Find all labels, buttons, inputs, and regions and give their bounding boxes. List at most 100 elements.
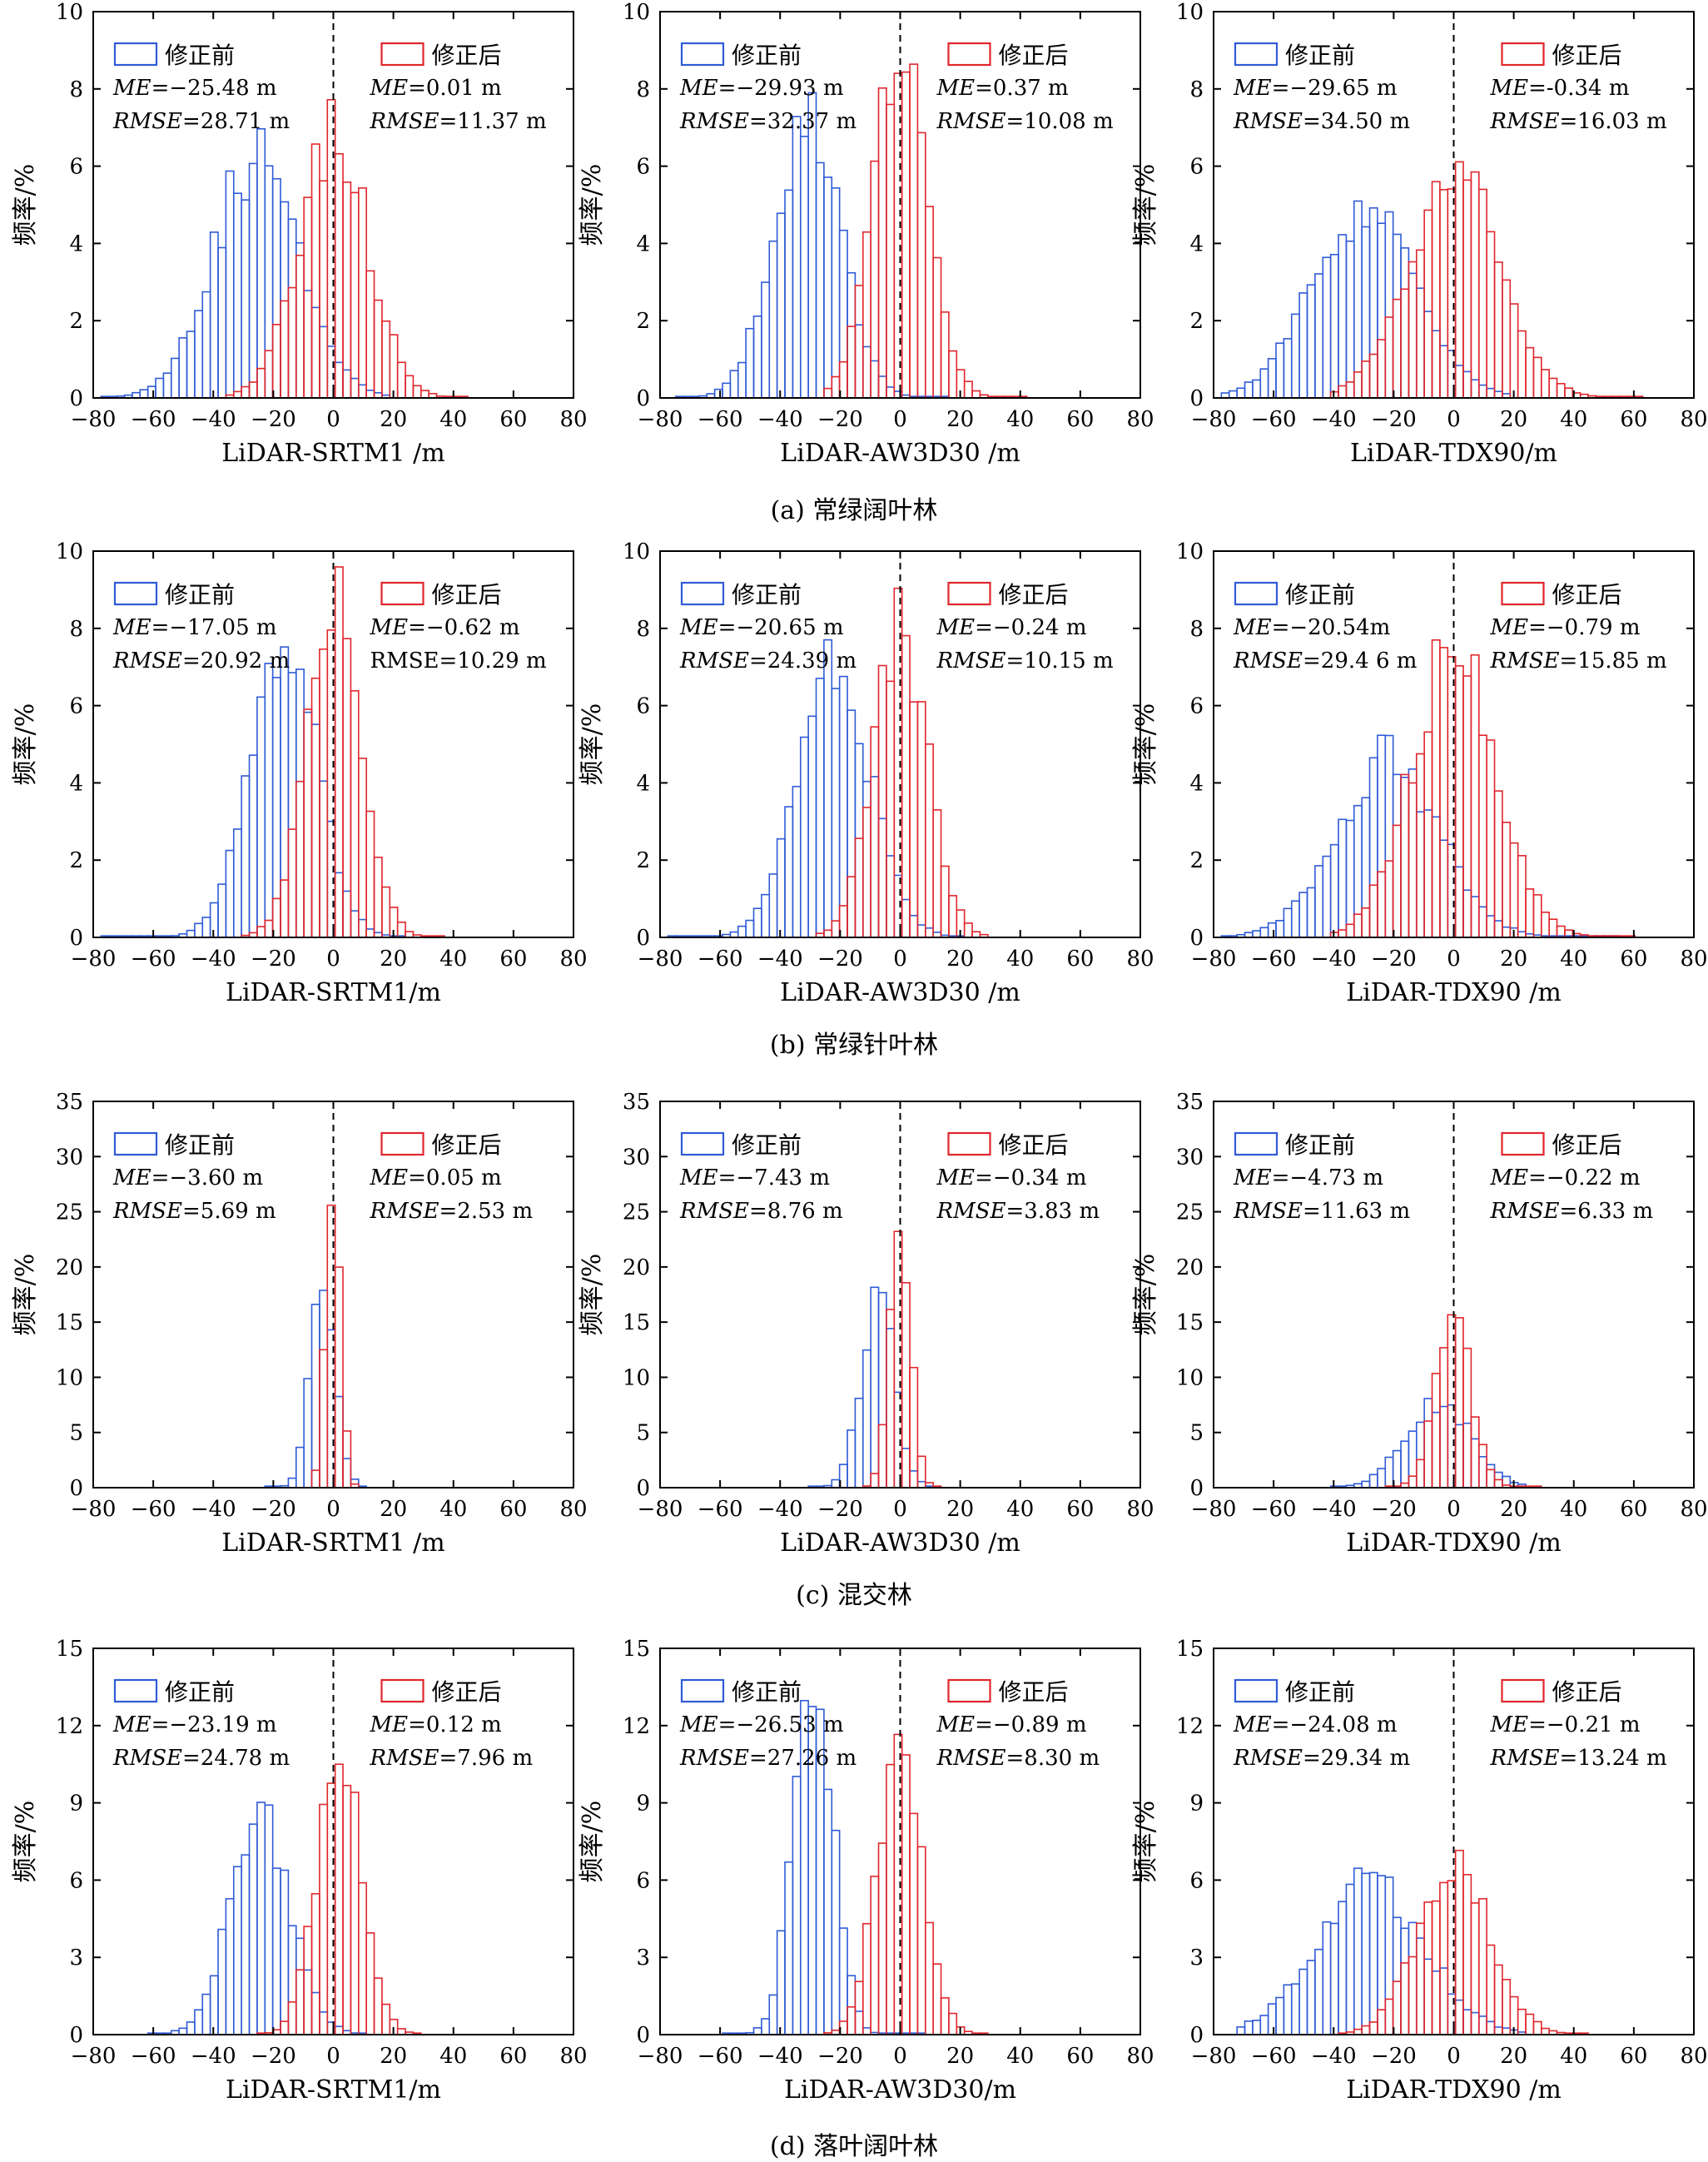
x-tick-label: −40 bbox=[1311, 2044, 1357, 2069]
histogram-bar bbox=[854, 1397, 864, 1489]
me-value: ME=0.12 m bbox=[370, 1712, 502, 1737]
legend-swatch bbox=[1234, 581, 1279, 606]
histogram-bar bbox=[1423, 209, 1433, 399]
rmse-value: RMSE=20.92 m bbox=[112, 649, 290, 673]
rmse-number: =27.26 m bbox=[749, 1746, 856, 1771]
x-tick-label: 40 bbox=[1006, 1497, 1034, 1522]
histogram-bar bbox=[350, 910, 360, 938]
stats-after: ME=−0.21 m RMSE=13.24 m bbox=[1490, 1712, 1667, 1771]
histogram-bar bbox=[815, 678, 825, 938]
histogram-bar bbox=[1477, 1456, 1487, 1489]
caption-c: (c) 混交林 bbox=[796, 1581, 912, 1610]
legend-label: 修正后 bbox=[999, 1131, 1069, 1159]
stats-before: ME=−4.73 m RMSE=11.63 m bbox=[1233, 1165, 1410, 1224]
rmse-value: RMSE=7.96 m bbox=[370, 1746, 534, 1771]
histogram-bar bbox=[295, 668, 305, 938]
x-tick-label: −20 bbox=[251, 947, 296, 972]
histogram-bar bbox=[1439, 1881, 1449, 2035]
me-value: ME=−0.22 m bbox=[1490, 1165, 1641, 1190]
histogram-bar bbox=[241, 385, 251, 399]
rmse-label: RMSE bbox=[936, 109, 1006, 134]
histogram-bar bbox=[1392, 1981, 1402, 2035]
histogram-bar bbox=[877, 1424, 887, 1489]
legend-after: 修正后 bbox=[380, 581, 502, 609]
me-label: ME bbox=[679, 76, 718, 101]
rmse-number: =32.37 m bbox=[749, 109, 856, 134]
x-tick-label: −40 bbox=[191, 407, 236, 432]
y-tick-label: 10 bbox=[1176, 0, 1204, 25]
x-tick-label: −20 bbox=[817, 2044, 863, 2069]
legend-label: 修正前 bbox=[732, 1131, 802, 1159]
x-axis-label: LiDAR-TDX90 /m bbox=[1346, 2075, 1562, 2105]
histogram-bar bbox=[155, 377, 165, 399]
legend-after: 修正后 bbox=[947, 1678, 1069, 1706]
y-tick-label: 2 bbox=[636, 848, 650, 873]
x-axis-label: LiDAR-TDX90/m bbox=[1350, 439, 1557, 468]
x-tick-label: 40 bbox=[1006, 947, 1034, 972]
me-number: =0.05 m bbox=[408, 1165, 502, 1190]
rmse-value: RMSE=10.29 m bbox=[370, 649, 547, 673]
x-axis-label: LiDAR-AW3D30 /m bbox=[780, 1528, 1020, 1558]
histogram-bar bbox=[396, 921, 406, 938]
me-label: ME bbox=[370, 615, 409, 640]
me-value: ME=-0.34 m bbox=[1490, 76, 1630, 101]
histogram-bar bbox=[1477, 384, 1487, 399]
legend-before: 修正前 bbox=[1234, 42, 1355, 69]
histogram-bar bbox=[334, 361, 344, 399]
histogram-bar bbox=[1439, 647, 1449, 938]
histogram-bar bbox=[287, 286, 297, 399]
histogram-bar bbox=[264, 350, 274, 399]
rmse-number: =20.92 m bbox=[182, 649, 290, 673]
histogram-bar bbox=[776, 1930, 786, 2035]
histogram-bar bbox=[271, 177, 281, 399]
histogram-bar bbox=[1423, 1420, 1433, 1489]
histogram-bar bbox=[916, 1455, 926, 1489]
x-axis-label: LiDAR-TDX90 /m bbox=[1346, 978, 1562, 1007]
histogram-bar bbox=[761, 893, 771, 938]
caption-d: (d) 落叶阔叶林 bbox=[769, 2132, 939, 2161]
stats-after: ME=0.05 m RMSE=2.53 m bbox=[370, 1165, 534, 1224]
histogram-bar bbox=[1509, 842, 1519, 938]
histogram-bar bbox=[932, 256, 942, 399]
histogram-bar bbox=[1361, 360, 1371, 399]
histogram-bar bbox=[1493, 390, 1503, 399]
legend-before: 修正前 bbox=[1234, 581, 1355, 609]
histogram-bar bbox=[201, 1993, 211, 2035]
histogram-bar bbox=[1502, 1475, 1512, 1489]
histogram-bar bbox=[861, 1922, 871, 2035]
histogram-bar bbox=[861, 807, 871, 938]
stats-before: ME=−26.53 m RMSE=27.26 m bbox=[679, 1712, 856, 1771]
me-label: ME bbox=[936, 76, 976, 101]
histogram-bar bbox=[1415, 1459, 1425, 1489]
rmse-label: RMSE bbox=[112, 1199, 182, 1224]
legend-after: 修正后 bbox=[1501, 1131, 1622, 1159]
x-tick-label: 20 bbox=[946, 947, 974, 972]
rmse-value: RMSE=10.08 m bbox=[936, 109, 1114, 134]
histogram-bar bbox=[784, 1861, 794, 2035]
histogram-bar bbox=[1267, 2003, 1277, 2035]
histogram-bar bbox=[713, 388, 723, 399]
histogram-bar bbox=[1244, 381, 1254, 399]
histogram-bar bbox=[1408, 261, 1418, 399]
rmse-number: =2.53 m bbox=[439, 1199, 534, 1224]
histogram-bar bbox=[916, 701, 926, 938]
histogram-bar bbox=[1345, 923, 1355, 938]
legend-swatch bbox=[1501, 42, 1545, 67]
histogram-bar bbox=[1384, 1998, 1394, 2035]
rmse-label: RMSE bbox=[1233, 1199, 1303, 1224]
histogram-bar bbox=[768, 873, 778, 938]
panel-c-3: −80 −60 −40 −20 0 20 40 60 80 0 5 10 15 20 25 30 35 LiDAR… bbox=[1131, 1090, 1708, 1558]
stats-after: ME=-0.34 m RMSE=16.03 m bbox=[1490, 76, 1667, 134]
y-tick-label: 0 bbox=[69, 2023, 83, 2048]
me-label: ME bbox=[1233, 615, 1272, 640]
x-tick-label: −80 bbox=[638, 407, 683, 432]
histogram-bar bbox=[932, 1963, 942, 2035]
series-before bbox=[674, 92, 950, 399]
histogram-bar bbox=[248, 381, 258, 399]
me-label: ME bbox=[112, 615, 151, 640]
me-value: ME=−29.93 m bbox=[679, 76, 844, 101]
x-tick-label: 60 bbox=[1620, 1497, 1647, 1522]
rmse-label: RMSE bbox=[1490, 1199, 1560, 1224]
histogram-bar bbox=[396, 2028, 406, 2035]
me-value: ME=−24.08 m bbox=[1233, 1712, 1398, 1737]
